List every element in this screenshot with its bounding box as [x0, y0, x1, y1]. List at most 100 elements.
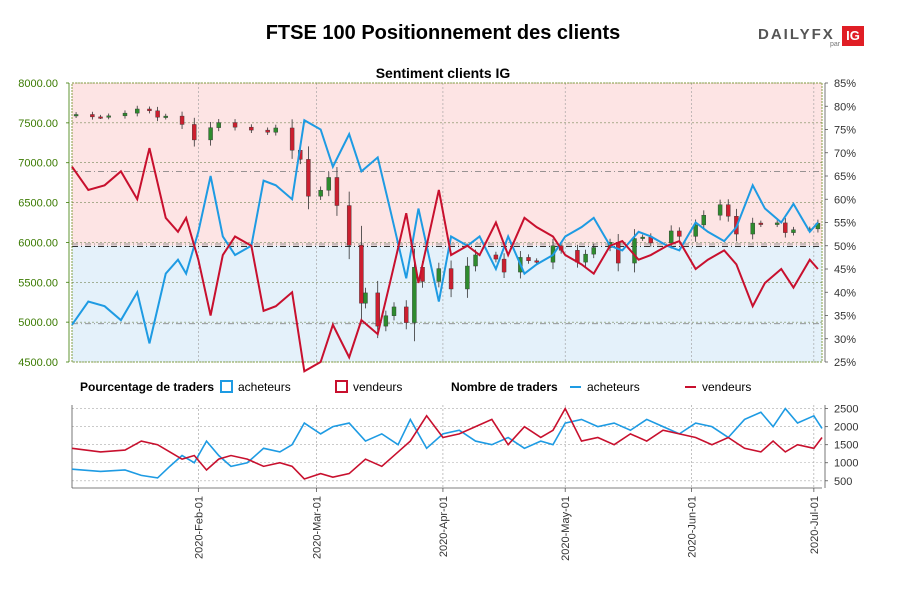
left-tick-label: 5500.00: [18, 277, 58, 289]
chart-title: FTSE 100 Positionnement des clients: [265, 22, 621, 44]
right-tick-label: 65%: [834, 171, 856, 183]
candle-body: [717, 204, 723, 216]
right-tick-label: 45%: [834, 264, 856, 276]
candle-body: [783, 222, 788, 233]
candle-body: [73, 114, 79, 117]
candle-body: [265, 129, 270, 133]
sellers-count-line: [71, 406, 823, 480]
left-tick-label: 4500.00: [18, 357, 58, 369]
x-tick-label: 2020-May-01: [560, 496, 572, 561]
right-tick-label: 55%: [834, 218, 856, 230]
sellers-pct-line: [71, 147, 819, 373]
candle-body: [726, 204, 731, 217]
legend-percentage-title: Pourcentage de traders: [80, 380, 215, 394]
right-tick-label: 75%: [834, 125, 856, 137]
candle-body: [334, 177, 340, 206]
candle-body: [526, 257, 531, 261]
legend-box-icon: [220, 380, 233, 393]
right-tick-label: 30%: [834, 334, 856, 346]
candle-body: [346, 205, 352, 246]
candle-body: [758, 222, 764, 225]
candle-body: [412, 267, 417, 323]
bottom-right-tick-label: 2500: [834, 404, 858, 416]
left-tick-label: 5000.00: [18, 317, 58, 329]
candle-body: [359, 245, 364, 304]
x-tick-label: 2020-Jun-01: [687, 496, 699, 558]
candle-body: [163, 115, 168, 118]
right-tick-label: 25%: [834, 357, 856, 369]
right-tick-label: 60%: [834, 194, 856, 206]
legend-count-buyers: acheteurs: [570, 380, 640, 396]
logo-par-text: par: [830, 41, 841, 48]
candle-body: [216, 122, 221, 128]
chart-subtitle: Sentiment clients IG: [375, 65, 511, 81]
candle-body: [615, 242, 621, 264]
legend-box-icon: [335, 380, 348, 393]
candle-body: [668, 230, 674, 244]
candle-body: [147, 108, 152, 112]
candle-body: [249, 126, 254, 131]
candle-body: [273, 127, 279, 133]
right-tick-label: 70%: [834, 148, 856, 160]
candle-body: [179, 115, 185, 125]
legend-count-title: Nombre de traders: [451, 380, 558, 394]
right-tick-label: 35%: [834, 311, 856, 323]
candle-body: [306, 159, 311, 197]
candle-body: [90, 114, 95, 118]
right-tick-label: 80%: [834, 101, 856, 113]
candle-body: [448, 268, 454, 290]
candle-body: [375, 292, 380, 327]
buyers-count-line: [71, 407, 823, 479]
candle-body: [701, 215, 706, 226]
right-tick-label: 85%: [834, 78, 856, 90]
legend-line-icon: [570, 386, 581, 388]
short-zone: [72, 83, 822, 246]
candle-body: [677, 230, 682, 237]
candle-body: [289, 127, 295, 151]
dailyfx-logo: DAILYFX par IG: [758, 24, 868, 50]
x-tick-label: 2020-Jul-01: [809, 496, 821, 554]
candle-body: [135, 108, 140, 114]
logo-daily-text: DAILYFX: [758, 26, 835, 43]
candle-body: [591, 247, 596, 255]
legend-line-icon: [685, 386, 696, 388]
candle-body: [391, 306, 397, 316]
candle-body: [534, 260, 539, 263]
candle-body: [192, 124, 197, 141]
right-tick-label: 50%: [834, 241, 856, 253]
bottom-right-tick-label: 500: [834, 476, 852, 488]
candle-body: [98, 116, 103, 119]
price-sentiment-panel: 4500.00 5000.00 5500.00 6000.00 6500.00 7000.…: [18, 78, 856, 373]
date-axis: 2020-Feb-01 2020-Mar-01 2020-Apr-01 2020-Ma…: [193, 488, 821, 561]
candle-body: [465, 265, 470, 290]
x-tick-label: 2020-Mar-01: [312, 496, 324, 559]
bottom-right-tick-label: 2000: [834, 422, 858, 434]
candle-body: [404, 306, 409, 323]
candle-body: [791, 229, 796, 233]
candle-body: [583, 253, 588, 263]
candle-body: [326, 177, 331, 191]
x-tick-label: 2020-Apr-01: [438, 496, 450, 557]
candle-body: [363, 292, 368, 304]
candle-body: [774, 222, 780, 225]
candle-body: [750, 222, 755, 235]
candle-body: [473, 254, 478, 267]
candle-body: [632, 238, 637, 264]
logo-ig-badge: IG: [842, 26, 864, 46]
left-tick-label: 6000.00: [18, 237, 58, 249]
candle-body: [155, 110, 160, 118]
candle-body: [122, 112, 128, 117]
candle-body: [106, 115, 111, 118]
candle-body: [232, 122, 238, 128]
legend-pct-buyers: acheteurs: [220, 380, 291, 396]
legend-count-sellers: vendeurs: [685, 380, 751, 396]
candle-body: [640, 236, 645, 239]
candle-body: [493, 254, 499, 260]
legend-pct-sellers: vendeurs: [335, 380, 402, 396]
left-tick-label: 8000.00: [18, 78, 58, 90]
candle-body: [501, 258, 507, 273]
left-tick-label: 7500.00: [18, 118, 58, 130]
x-tick-label: 2020-Feb-01: [193, 496, 205, 559]
right-tick-label: 40%: [834, 287, 856, 299]
